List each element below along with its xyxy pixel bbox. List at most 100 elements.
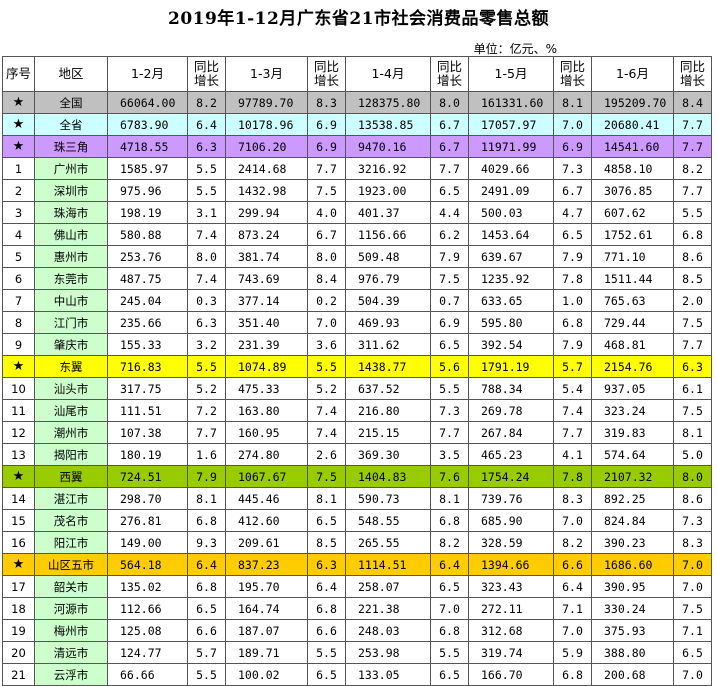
row-index: ★ — [2, 553, 35, 576]
table-row: ★ 全省 6783.90 6.4 10178.96 6.9 13538.85 6.7 17057… — [2, 113, 712, 136]
growth-rate-cell: 7.8 — [553, 465, 592, 488]
row-index: 5 — [2, 245, 35, 268]
sales-value-cell: 1923.00 — [345, 179, 431, 202]
growth-rate-cell: 6.8 — [553, 663, 592, 686]
sales-value-cell: 401.37 — [345, 201, 431, 224]
sales-value-cell: 221.38 — [345, 597, 431, 620]
growth-rate-cell: 6.6 — [307, 619, 346, 642]
sales-value-cell: 765.63 — [591, 289, 674, 312]
region-name: 惠州市 — [34, 245, 108, 268]
table-row: 15 茂名市 276.81 6.8 412.60 6.5 548.55 6.8 685.90 7.… — [2, 509, 712, 532]
growth-rate-cell: 5.5 — [430, 641, 469, 664]
sales-value-cell: 2491.09 — [468, 179, 554, 202]
growth-rate-cell: 8.2 — [187, 91, 226, 114]
table-row: 9 肇庆市 155.33 3.2 231.39 3.6 311.62 6.5 392.54 7.9… — [2, 333, 712, 356]
growth-rate-cell: 7.9 — [553, 333, 592, 356]
table-row: 8 江门市 235.66 6.3 351.40 7.0 469.93 6.9 595.80 6.8… — [2, 311, 712, 334]
row-index: 21 — [2, 663, 35, 686]
sales-value-cell: 160.95 — [225, 421, 308, 444]
growth-rate-cell: 8.3 — [307, 91, 346, 114]
growth-rate-cell: 5.5 — [187, 157, 226, 180]
header-cell: 1-3月 — [225, 56, 308, 92]
sales-value-cell: 4029.66 — [468, 157, 554, 180]
sales-value-cell: 161331.60 — [468, 91, 554, 114]
sales-value-cell: 166.70 — [468, 663, 554, 686]
growth-rate-cell: 7.2 — [187, 399, 226, 422]
sales-value-cell: 548.55 — [345, 509, 431, 532]
sales-value-cell: 771.10 — [591, 245, 674, 268]
growth-rate-cell: 5.5 — [307, 355, 346, 378]
growth-rate-cell: 7.9 — [187, 465, 226, 488]
growth-rate-cell: 7.7 — [430, 421, 469, 444]
table-header-row: 序号 地区 1-2月 同比增长 1-3月 同比增长 1-4月 同比增长 1-5月… — [2, 56, 712, 92]
header-cell: 同比增长 — [553, 56, 592, 92]
growth-rate-cell: 7.4 — [307, 399, 346, 422]
growth-rate-cell: 6.5 — [553, 223, 592, 246]
growth-rate-cell: 8.0 — [673, 465, 712, 488]
growth-rate-cell: 8.1 — [430, 487, 469, 510]
sales-value-cell: 504.39 — [345, 289, 431, 312]
sales-value-cell: 892.25 — [591, 487, 674, 510]
sales-value-cell: 312.68 — [468, 619, 554, 642]
sales-value-cell: 4718.55 — [107, 135, 188, 158]
growth-rate-cell: 3.1 — [187, 201, 226, 224]
row-index: 15 — [2, 509, 35, 532]
sales-value-cell: 124.77 — [107, 641, 188, 664]
table-row: 14 湛江市 298.70 8.1 445.46 8.1 590.73 8.1 739.76 8.… — [2, 487, 712, 510]
growth-rate-cell: 7.6 — [430, 465, 469, 488]
table-row: 13 揭阳市 180.19 1.6 274.80 2.6 369.30 3.5 465.23 4.… — [2, 443, 712, 466]
growth-rate-cell: 6.8 — [187, 509, 226, 532]
table-row: 10 汕头市 317.75 5.2 475.33 5.2 637.52 5.5 788.34 5.… — [2, 377, 712, 400]
sales-value-cell: 66064.00 — [107, 91, 188, 114]
sales-value-cell: 1067.67 — [225, 465, 308, 488]
sales-value-cell: 253.76 — [107, 245, 188, 268]
growth-rate-cell: 4.7 — [553, 201, 592, 224]
sales-value-cell: 180.19 — [107, 443, 188, 466]
sales-value-cell: 265.55 — [345, 531, 431, 554]
sales-value-cell: 200.68 — [591, 663, 674, 686]
sales-value-cell: 187.07 — [225, 619, 308, 642]
growth-rate-cell: 7.0 — [307, 311, 346, 334]
growth-rate-cell: 7.4 — [187, 267, 226, 290]
sales-value-cell: 590.73 — [345, 487, 431, 510]
growth-rate-cell: 6.7 — [430, 113, 469, 136]
sales-value-cell: 716.83 — [107, 355, 188, 378]
growth-rate-cell: 7.9 — [553, 245, 592, 268]
growth-rate-cell: 4.4 — [430, 201, 469, 224]
sales-value-cell: 351.40 — [225, 311, 308, 334]
header-cell: 1-4月 — [345, 56, 431, 92]
growth-rate-cell: 6.6 — [187, 619, 226, 642]
growth-rate-cell: 7.7 — [553, 421, 592, 444]
growth-rate-cell: 4.1 — [553, 443, 592, 466]
growth-rate-cell: 4.0 — [307, 201, 346, 224]
row-index: 14 — [2, 487, 35, 510]
sales-value-cell: 1074.89 — [225, 355, 308, 378]
sales-value-cell: 66.66 — [107, 663, 188, 686]
growth-rate-cell: 3.6 — [307, 333, 346, 356]
growth-rate-cell: 1.6 — [187, 443, 226, 466]
row-index: 1 — [2, 157, 35, 180]
sales-value-cell: 133.05 — [345, 663, 431, 686]
region-name: 阳江市 — [34, 531, 108, 554]
growth-rate-cell: 7.7 — [673, 333, 712, 356]
sales-value-cell: 743.69 — [225, 267, 308, 290]
sales-value-cell: 1754.24 — [468, 465, 554, 488]
growth-rate-cell: 8.2 — [430, 531, 469, 554]
sales-value-cell: 323.43 — [468, 575, 554, 598]
growth-rate-cell: 3.5 — [430, 443, 469, 466]
sales-value-cell: 1752.61 — [591, 223, 674, 246]
growth-rate-cell: 7.7 — [673, 113, 712, 136]
sales-value-cell: 390.95 — [591, 575, 674, 598]
growth-rate-cell: 8.1 — [187, 487, 226, 510]
growth-rate-cell: 7.7 — [673, 135, 712, 158]
table-row: 21 云浮市 66.66 5.5 100.02 6.5 133.05 6.5 166.70 6.8… — [2, 663, 712, 686]
page-title: 2019年1-12月广东省21市社会消费品零售总额 — [167, 9, 549, 29]
row-index: 11 — [2, 399, 35, 422]
table-row: 16 阳江市 149.00 9.3 209.61 8.5 265.55 8.2 328.59 8.… — [2, 531, 712, 554]
growth-rate-cell: 6.9 — [553, 135, 592, 158]
growth-rate-cell: 7.0 — [673, 575, 712, 598]
sales-value-cell: 739.76 — [468, 487, 554, 510]
row-index: 12 — [2, 421, 35, 444]
sales-value-cell: 509.48 — [345, 245, 431, 268]
growth-rate-cell: 6.4 — [553, 575, 592, 598]
